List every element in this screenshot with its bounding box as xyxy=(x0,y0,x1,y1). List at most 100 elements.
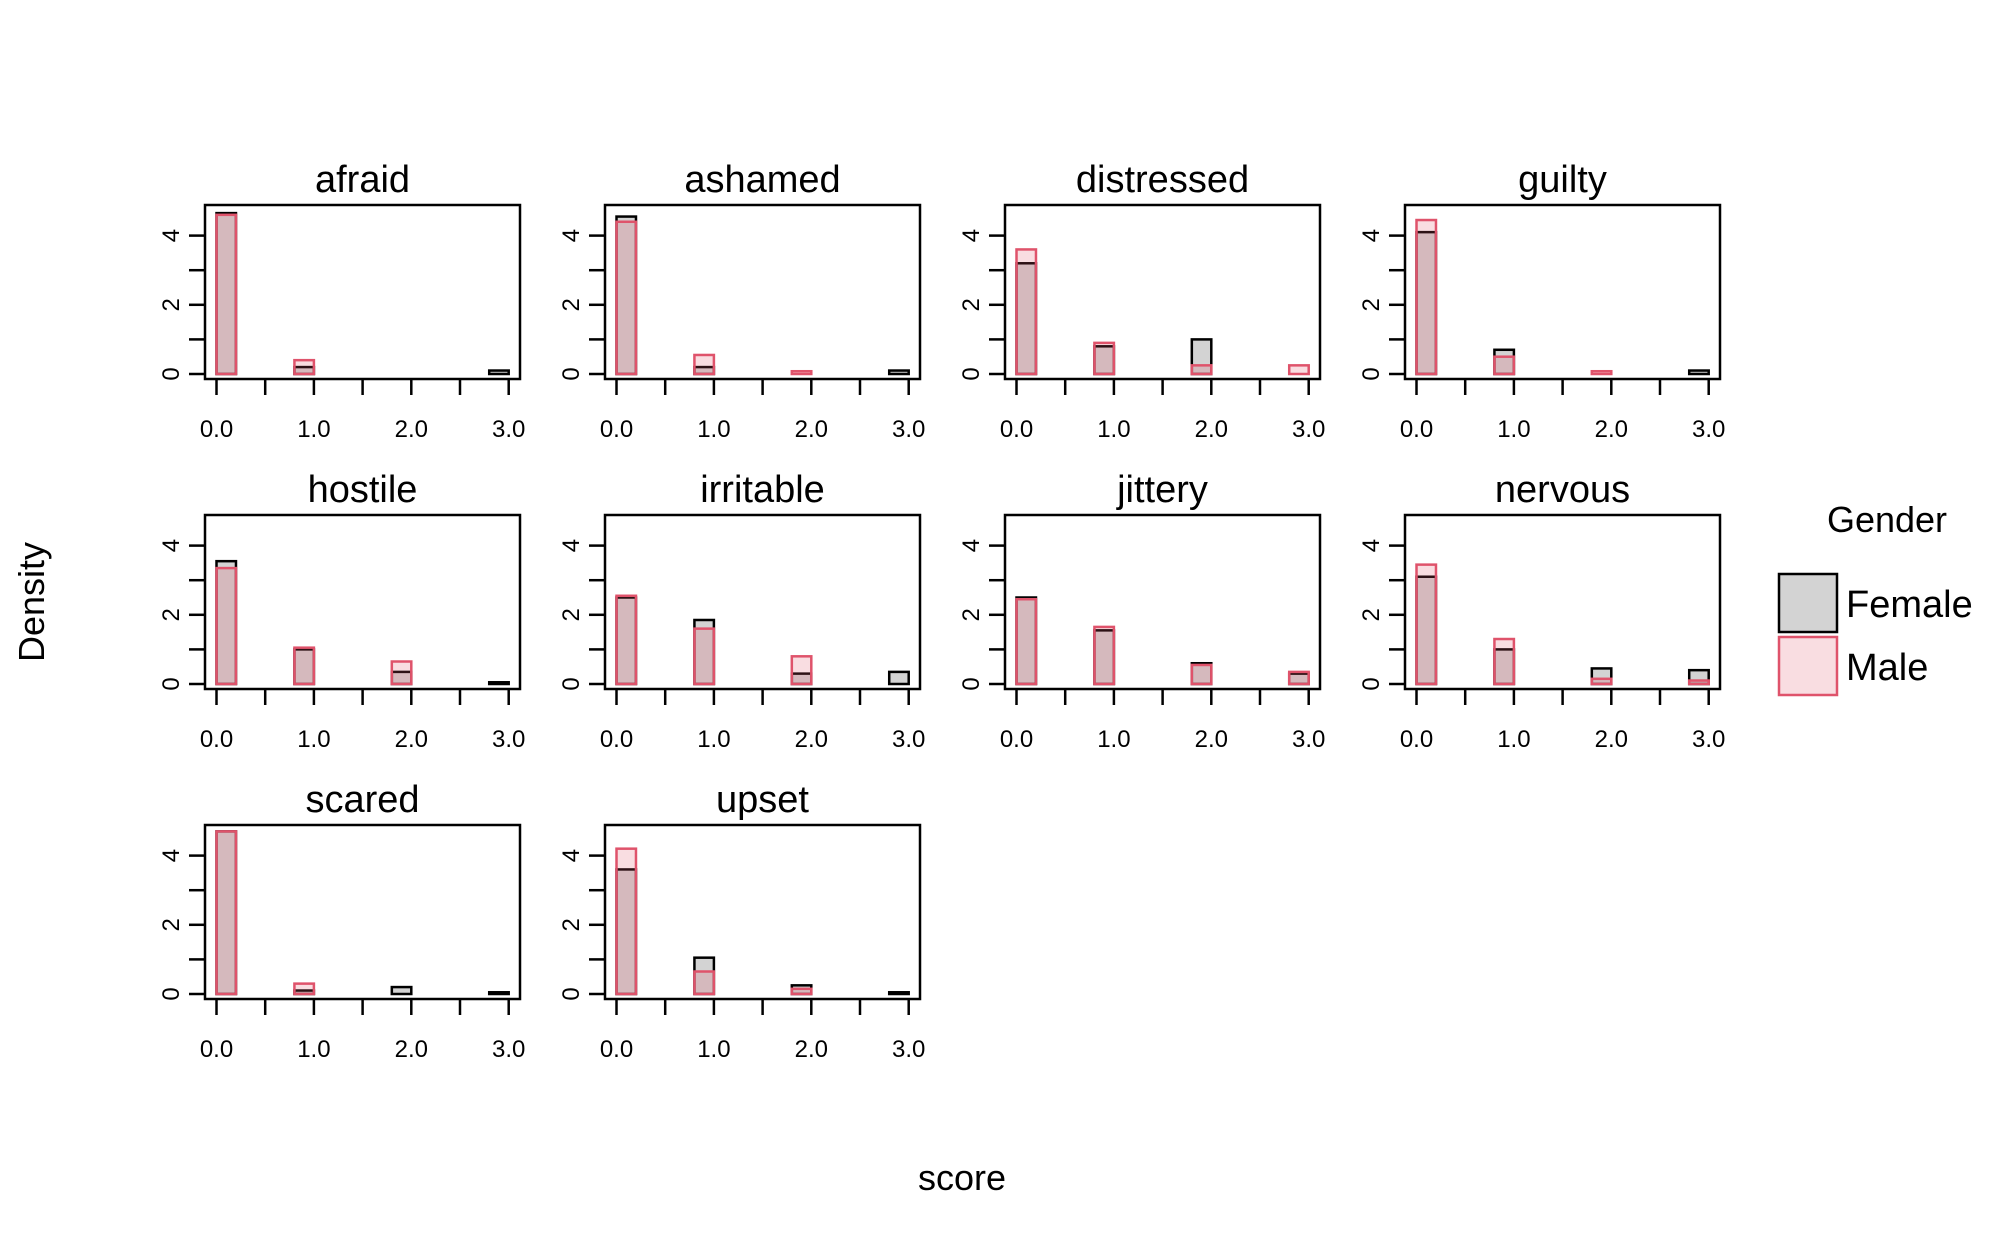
y-tick-label: 0 xyxy=(1358,367,1385,380)
x-tick-label: 2.0 xyxy=(395,416,428,443)
bar-male-3 xyxy=(1287,364,1310,376)
bar-female-3 xyxy=(487,681,510,686)
plot-frame xyxy=(603,513,922,691)
panel-ashamed: ashamed 0.0 1.0 2.0 3.0 0 2 4 xyxy=(558,159,925,443)
bar-male-1 xyxy=(1093,625,1116,686)
bar-male-1 xyxy=(1493,637,1516,686)
x-tick-label: 1.0 xyxy=(297,726,330,753)
panel-hostile: hostile 0.0 1.0 2.0 3.0 0 2 4 xyxy=(158,469,525,753)
panel-nervous: nervous 0.0 1.0 2.0 3.0 0 2 4 xyxy=(1358,469,1725,753)
y-tick-label: 4 xyxy=(958,229,985,242)
x-tick-label: 2.0 xyxy=(1595,416,1628,443)
x-tick-label: 2.0 xyxy=(795,1036,828,1063)
panel-afraid: afraid 0.0 1.0 2.0 3.0 0 2 4 xyxy=(158,159,525,443)
x-tick-label: 3.0 xyxy=(1292,416,1325,443)
x-tick-label: 2.0 xyxy=(1595,726,1628,753)
x-tick-label: 3.0 xyxy=(1292,726,1325,753)
panel-guilty: guilty 0.0 1.0 2.0 3.0 0 2 4 xyxy=(1358,159,1725,443)
x-tick-label: 2.0 xyxy=(1195,416,1228,443)
x-tick-label: 2.0 xyxy=(395,726,428,753)
y-tick-label: 2 xyxy=(158,608,185,621)
x-tick-label: 1.0 xyxy=(697,1036,730,1063)
bar-male-1 xyxy=(293,358,316,376)
x-tick-label: 3.0 xyxy=(492,1036,525,1063)
bar-male-2 xyxy=(390,660,413,686)
plot-frame xyxy=(203,203,522,381)
bar-male-1 xyxy=(693,970,716,996)
bar-female-3 xyxy=(887,991,910,996)
x-tick-label: 1.0 xyxy=(1497,416,1530,443)
y-tick-label: 2 xyxy=(558,298,585,311)
x-tick-label: 3.0 xyxy=(892,1036,925,1063)
bar-male-1 xyxy=(1093,341,1116,376)
x-tick-label: 1.0 xyxy=(297,416,330,443)
y-tick-label: 0 xyxy=(158,367,185,380)
y-tick-label: 2 xyxy=(958,608,985,621)
panel-title: distressed xyxy=(1076,159,1249,201)
x-tick-label: 1.0 xyxy=(1097,416,1130,443)
panel-title: hostile xyxy=(308,469,418,511)
bar-male-0 xyxy=(1015,248,1038,376)
panel-distressed: distressed 0.0 1.0 2.0 3.0 0 2 4 xyxy=(958,159,1325,443)
y-tick-label: 0 xyxy=(1358,677,1385,690)
bar-male-1 xyxy=(293,646,316,686)
legend-label-male: Male xyxy=(1846,647,1928,689)
panel-scared: scared 0.0 1.0 2.0 3.0 0 2 4 xyxy=(158,779,525,1063)
legend: Gender Female Male xyxy=(1777,499,1973,697)
bar-female-3 xyxy=(887,369,910,376)
plot-frame xyxy=(603,203,922,381)
panel-title: scared xyxy=(305,779,419,821)
bar-male-2 xyxy=(1190,364,1213,376)
bar-male-1 xyxy=(693,353,716,376)
y-tick-label: 2 xyxy=(558,608,585,621)
y-tick-label: 2 xyxy=(558,918,585,931)
legend-swatch-male xyxy=(1777,635,1839,697)
bar-male-1 xyxy=(1493,355,1516,376)
x-tick-label: 0.0 xyxy=(200,726,233,753)
bar-male-0 xyxy=(215,830,238,996)
x-tick-label: 1.0 xyxy=(297,1036,330,1063)
y-tick-label: 2 xyxy=(958,298,985,311)
legend-label-female: Female xyxy=(1846,584,1973,626)
plot-frame xyxy=(603,823,922,1001)
bar-female-2 xyxy=(390,985,413,996)
panel-upset: upset 0.0 1.0 2.0 3.0 0 2 4 xyxy=(558,779,925,1063)
y-tick-label: 2 xyxy=(1358,608,1385,621)
y-tick-label: 4 xyxy=(158,229,185,242)
x-tick-label: 0.0 xyxy=(1000,726,1033,753)
panel-title: guilty xyxy=(1518,159,1607,201)
x-tick-label: 3.0 xyxy=(892,416,925,443)
x-tick-label: 0.0 xyxy=(1400,726,1433,753)
bar-female-3 xyxy=(887,670,910,686)
bar-male-0 xyxy=(1015,597,1038,686)
plot-frame xyxy=(1403,513,1722,691)
bar-male-2 xyxy=(790,369,813,376)
y-tick-label: 4 xyxy=(158,539,185,552)
x-tick-label: 0.0 xyxy=(600,416,633,443)
bar-male-1 xyxy=(693,627,716,686)
bar-male-3 xyxy=(1287,670,1310,686)
x-tick-label: 3.0 xyxy=(892,726,925,753)
bar-male-1 xyxy=(293,982,316,996)
x-axis-label: score xyxy=(918,1157,1006,1198)
y-tick-label: 2 xyxy=(158,918,185,931)
x-tick-label: 0.0 xyxy=(200,1036,233,1063)
bar-male-0 xyxy=(215,213,238,376)
bar-male-2 xyxy=(1590,369,1613,376)
y-tick-label: 4 xyxy=(158,849,185,862)
bar-male-2 xyxy=(790,655,813,686)
bar-male-2 xyxy=(1590,677,1613,686)
bar-male-0 xyxy=(615,594,638,686)
panel-title: irritable xyxy=(700,469,825,511)
panel-jittery: jittery 0.0 1.0 2.0 3.0 0 2 4 xyxy=(958,469,1325,753)
x-tick-label: 1.0 xyxy=(1497,726,1530,753)
x-tick-label: 3.0 xyxy=(492,726,525,753)
x-tick-label: 0.0 xyxy=(1000,416,1033,443)
y-axis-label: Density xyxy=(11,542,52,662)
x-tick-label: 2.0 xyxy=(1195,726,1228,753)
x-tick-label: 0.0 xyxy=(200,416,233,443)
y-tick-label: 0 xyxy=(958,677,985,690)
panel-title: nervous xyxy=(1495,469,1630,511)
y-tick-label: 4 xyxy=(558,229,585,242)
